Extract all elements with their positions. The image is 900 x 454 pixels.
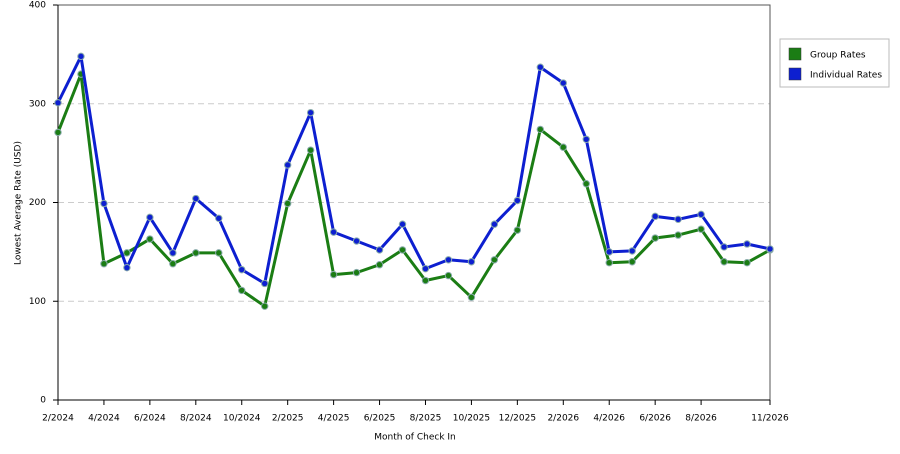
y-tick-label: 300 [29, 99, 46, 109]
data-point [398, 220, 407, 228]
data-point [674, 215, 682, 223]
data-point [444, 271, 453, 280]
data-point [352, 268, 361, 277]
data-point [261, 302, 269, 310]
legend-label: Group Rates [810, 51, 866, 61]
legend-swatch [788, 67, 802, 81]
data-point [421, 276, 430, 285]
data-point [582, 135, 590, 144]
data-point [766, 245, 774, 253]
data-point [215, 249, 223, 257]
data-point [329, 270, 338, 279]
x-tick-label: 8/2025 [410, 414, 442, 424]
data-point [490, 256, 499, 264]
data-point [490, 220, 499, 228]
x-tick-label: 2/2026 [547, 414, 579, 424]
data-point [651, 234, 659, 242]
data-point [146, 213, 154, 222]
data-point [306, 108, 315, 117]
data-point [513, 196, 522, 205]
data-point [674, 231, 682, 239]
x-tick-label: 4/2025 [318, 414, 350, 424]
data-point [467, 293, 476, 301]
data-point [192, 249, 200, 257]
legend-box [779, 38, 890, 88]
x-tick-label: 4/2024 [88, 414, 120, 424]
data-point [100, 199, 108, 208]
x-tick-label: 6/2026 [639, 414, 671, 424]
series-line [56, 54, 771, 285]
y-axis-title: Lowest Average Rate (USD) [14, 141, 24, 265]
data-point [513, 226, 522, 234]
data-point [192, 194, 200, 203]
data-point [559, 79, 567, 87]
data-point [628, 247, 636, 255]
data-point [169, 260, 177, 268]
x-tick-label: 10/2024 [223, 414, 261, 424]
data-point [605, 248, 613, 256]
data-point [536, 125, 545, 134]
y-tick-label: 100 [29, 297, 46, 307]
data-point [238, 265, 246, 274]
data-point [215, 214, 223, 223]
data-point [54, 128, 62, 137]
data-point [743, 240, 751, 248]
data-point [605, 259, 613, 267]
data-point [261, 279, 269, 288]
data-point [444, 256, 453, 264]
legend-label: Individual Rates [810, 71, 882, 81]
data-point [398, 246, 407, 254]
data-point [306, 146, 315, 154]
y-tick-label: 200 [29, 198, 46, 208]
data-point [283, 161, 292, 169]
data-point [283, 199, 292, 208]
x-axis-title: Month of Check In [374, 433, 456, 443]
data-point [536, 63, 545, 71]
data-point [628, 258, 636, 266]
data-point [697, 225, 705, 233]
data-point [77, 52, 85, 61]
data-point [123, 263, 131, 272]
data-point [375, 261, 384, 269]
data-point [352, 237, 361, 245]
data-point [582, 180, 590, 188]
x-tick-label: 8/2026 [685, 414, 717, 424]
data-point [559, 143, 567, 151]
data-point [329, 228, 338, 236]
x-tick-label: 8/2024 [180, 414, 212, 424]
data-point [467, 258, 476, 266]
data-point [169, 249, 177, 257]
data-point [651, 212, 659, 221]
data-point [146, 235, 154, 243]
data-point [100, 260, 108, 268]
data-point [697, 210, 705, 219]
data-point [375, 246, 384, 254]
data-point [720, 258, 728, 266]
x-tick-label: 12/2025 [499, 414, 536, 424]
series-line [56, 72, 771, 308]
data-point [421, 264, 430, 273]
x-tick-label: 11/2026 [751, 414, 789, 424]
data-point [123, 249, 131, 257]
x-tick-label: 6/2025 [364, 414, 396, 424]
data-point [743, 259, 751, 267]
x-tick-label: 4/2026 [593, 414, 625, 424]
x-tick-label: 6/2024 [134, 414, 166, 424]
data-point [54, 99, 62, 107]
data-point [720, 243, 728, 251]
x-tick-label: 2/2024 [42, 414, 74, 424]
y-tick-label: 0 [40, 396, 46, 406]
data-point [238, 286, 246, 295]
x-tick-label: 2/2025 [272, 414, 304, 424]
x-tick-label: 10/2025 [453, 414, 490, 424]
legend-swatch [788, 47, 802, 61]
y-tick-label: 400 [29, 1, 46, 11]
